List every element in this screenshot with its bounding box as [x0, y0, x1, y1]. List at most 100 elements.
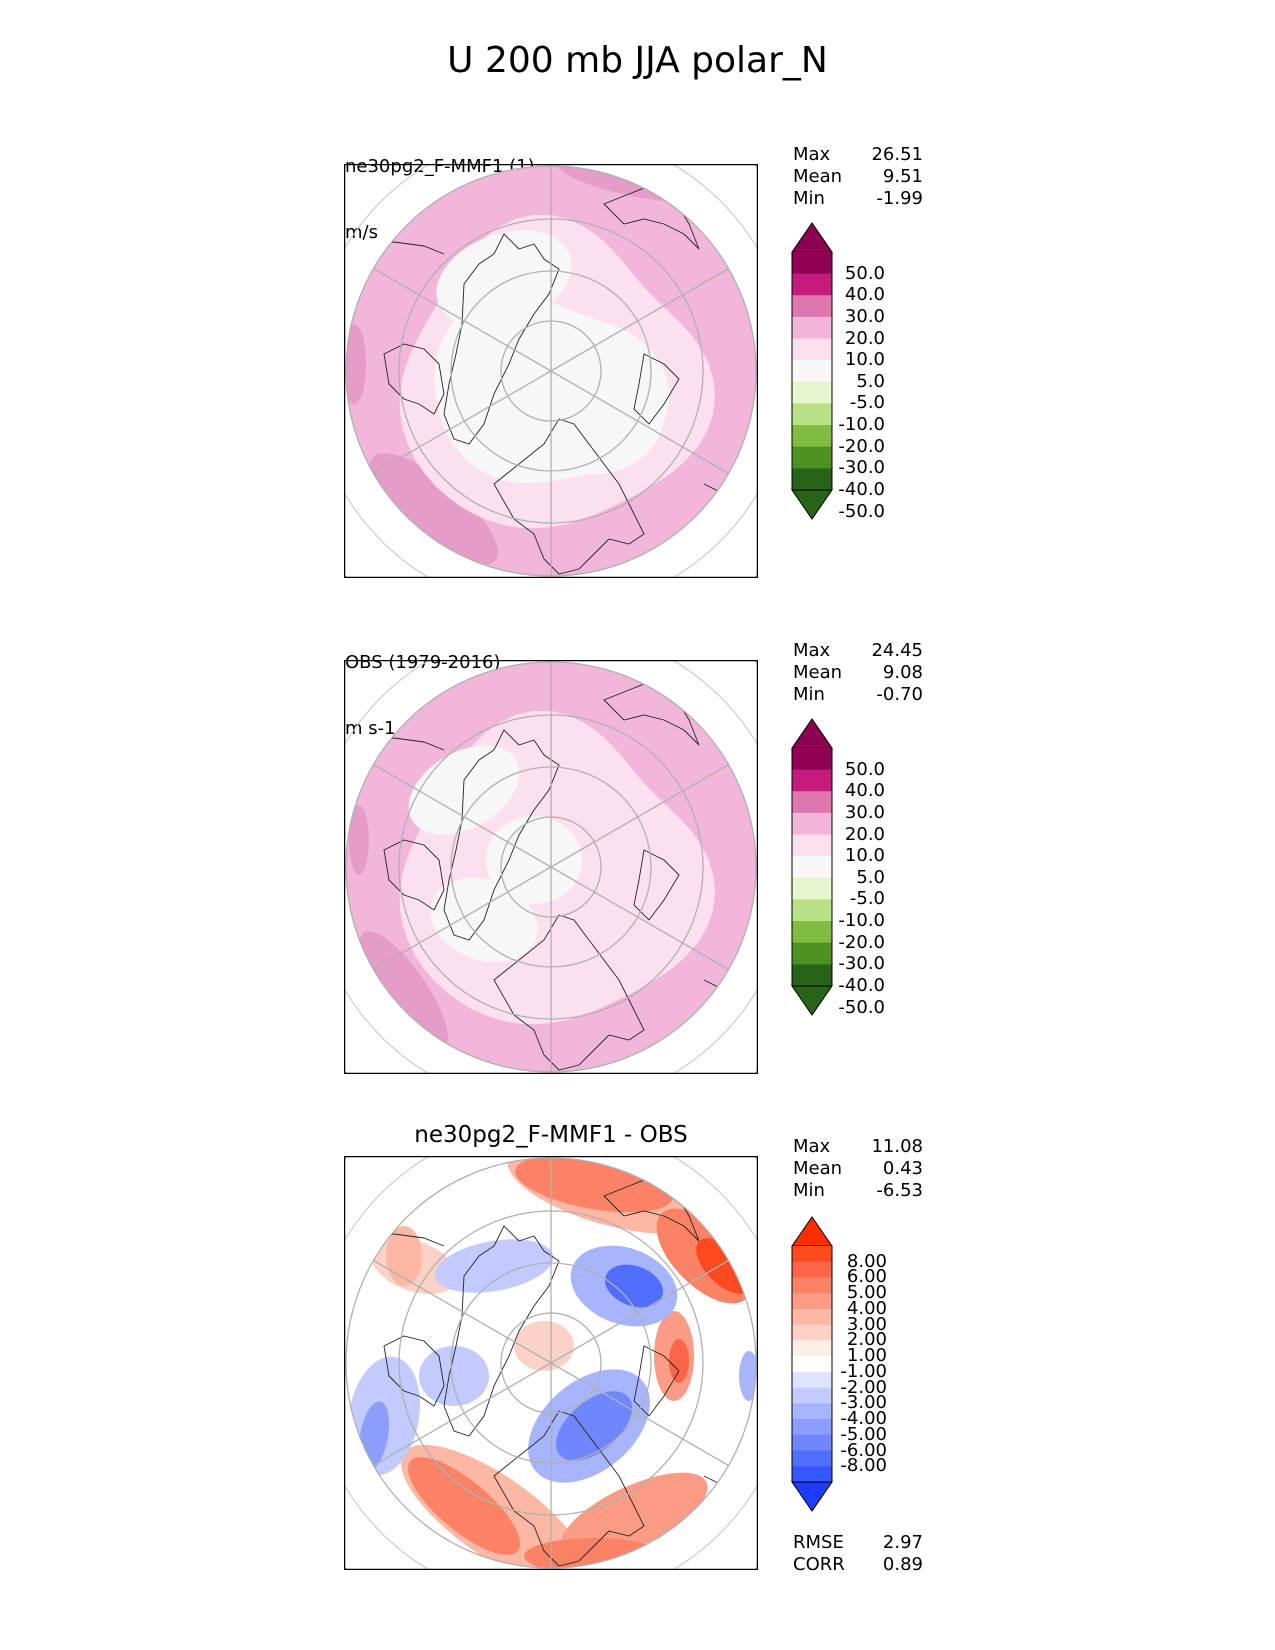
panel-3-stat-max: Max 11.08: [793, 1136, 923, 1157]
field-strong-band: [349, 805, 369, 875]
map-frame: [344, 660, 758, 1074]
colorbar-segment: [792, 1371, 832, 1389]
colorbar-tick-label: 30.0: [844, 305, 885, 327]
colorbar-tick-label: 10.0: [844, 349, 885, 371]
colorbar-segment: [792, 252, 832, 275]
panel-3-map: [344, 1156, 758, 1570]
figure-title: U 200 mb JJA polar_N: [447, 40, 828, 81]
colorbar-segment: [792, 446, 832, 469]
panel-3-title: ne30pg2_F-MMF1 - OBS: [414, 1122, 688, 1148]
colorbar-segment: [792, 1403, 832, 1420]
outer-graticule: [344, 1156, 758, 1570]
panel-3-colorbar: [791, 1216, 833, 1512]
colorbar-tick-label: -30.0: [838, 953, 885, 975]
colorbar-segment: [792, 1434, 832, 1452]
map-frame: [344, 1156, 758, 1570]
colorbar-extend-top: [791, 222, 833, 253]
field-strong-band: [370, 453, 498, 565]
field-inner-region: [436, 230, 572, 328]
panel-2-stat-min: Min -0.70: [793, 684, 923, 705]
colorbar-tick-label: -30.0: [838, 457, 885, 479]
graticule: [351, 662, 751, 1072]
field-anomaly: [408, 1457, 520, 1555]
panel-2-map: [344, 660, 758, 1074]
outer-graticule: [344, 164, 758, 578]
colorbar-segment: [792, 769, 832, 792]
panel-3-stats: Max 11.08 Mean 0.43 Min -6.53: [793, 1136, 923, 1202]
colorbar-tick-label: 2.00: [846, 1329, 887, 1351]
colorbar-segment: [792, 921, 832, 944]
colorbar-segment: [792, 856, 832, 879]
field-anomaly: [555, 1391, 633, 1461]
colorbar-tick-label: -8.00: [840, 1455, 887, 1477]
colorbar-segment: [792, 834, 832, 857]
colorbar-tick-label: 30.0: [844, 801, 885, 823]
panel-1-title-line-2: m/s: [345, 222, 378, 243]
colorbar-segment: [792, 1340, 832, 1357]
field-anomaly: [669, 1339, 689, 1383]
colorbar-tick-label: -5.0: [849, 392, 885, 414]
colorbar-tick-label: 5.00: [846, 1282, 887, 1304]
map-field: [346, 166, 756, 576]
panel-2-stats: Max 24.45 Mean 9.08 Min -0.70: [793, 640, 923, 706]
colorbar-segment: [792, 1277, 832, 1294]
colorbar-segment: [792, 812, 832, 836]
colorbar-tick-label: -10.0: [838, 414, 885, 436]
panel-2-colorbar: [791, 718, 833, 1016]
map-field: [346, 1158, 756, 1568]
graticule: [351, 1158, 751, 1568]
colorbar-tick-label: 20.0: [844, 327, 885, 349]
panel-3-stat-mean: Mean 0.43: [793, 1158, 923, 1179]
colorbar-tick-label: 50.0: [844, 262, 885, 284]
panel-2-stat-max: Max 24.45: [793, 640, 923, 661]
colorbar-tick-label: -1.00: [840, 1360, 887, 1382]
colorbar-segment: [792, 360, 832, 383]
colorbar-tick-label: -2.00: [840, 1376, 887, 1398]
panel-2-stat-mean: Mean 9.08: [793, 662, 923, 683]
colorbar-segment: [792, 877, 832, 900]
colorbar-segment: [792, 1308, 832, 1326]
map-boundary: [345, 1157, 757, 1569]
colorbar-tick-label: -10.0: [838, 910, 885, 932]
panel-3-extra-stats: RMSE 2.97 CORR 0.89: [793, 1532, 923, 1576]
colorbar-segment: [792, 316, 832, 340]
colorbar-segment: [792, 791, 832, 814]
map-boundary: [345, 661, 757, 1073]
panel-3-stat-min: Min -6.53: [793, 1180, 923, 1201]
panel-3-stat-rmse: RMSE 2.97: [793, 1532, 923, 1553]
colorbar-segment: [792, 425, 832, 448]
colorbar-tick-label: -5.0: [849, 888, 885, 910]
colorbar-tick-label: -3.00: [840, 1392, 887, 1414]
field-anomaly: [514, 1321, 574, 1371]
colorbar-tick-label: -5.00: [840, 1423, 887, 1445]
colorbar-tick-label: 50.0: [844, 758, 885, 780]
colorbar-tick-label: 8.00: [846, 1250, 887, 1272]
colorbar-segment: [792, 381, 832, 404]
colorbar-tick-label: 6.00: [846, 1266, 887, 1288]
colorbar-tick-label: -40.0: [838, 479, 885, 500]
field-strong-band: [359, 931, 449, 1049]
colorbar-tick-label: -40.0: [838, 975, 885, 996]
field-anomaly: [560, 1472, 708, 1560]
colorbar-segment: [792, 964, 832, 987]
colorbar-segment: [792, 748, 832, 771]
colorbar-tick-label: 1.00: [846, 1345, 887, 1367]
panel-3-stat-corr: CORR 0.89: [793, 1554, 923, 1575]
colorbar-segment: [792, 273, 832, 296]
colorbar-segment: [792, 942, 832, 965]
field-anomaly: [604, 1264, 664, 1308]
panel-1-stat-max: Max 26.51: [793, 144, 923, 165]
field-anomaly: [419, 1346, 489, 1406]
colorbar-segment: [792, 468, 832, 491]
colorbar-segment: [792, 1246, 832, 1263]
colorbar-tick-label: 4.00: [846, 1297, 887, 1319]
colorbar-segment: [792, 1466, 832, 1483]
colorbar-segment: [792, 295, 832, 318]
colorbar-tick-label: -4.00: [840, 1408, 887, 1430]
colorbar-tick-label: -20.0: [838, 931, 885, 953]
panel-2-title-line-2: m s-1: [345, 718, 396, 739]
panel-2-colorbar-labels: 50.0 40.0 30.0 20.0 10.0 5.0 -5.0 -10.0 -20.0 -30…: [835, 718, 885, 1018]
panel-1-colorbar: [791, 222, 833, 520]
colorbar-tick-label: -20.0: [838, 435, 885, 457]
colorbar-segment: [792, 1387, 832, 1404]
